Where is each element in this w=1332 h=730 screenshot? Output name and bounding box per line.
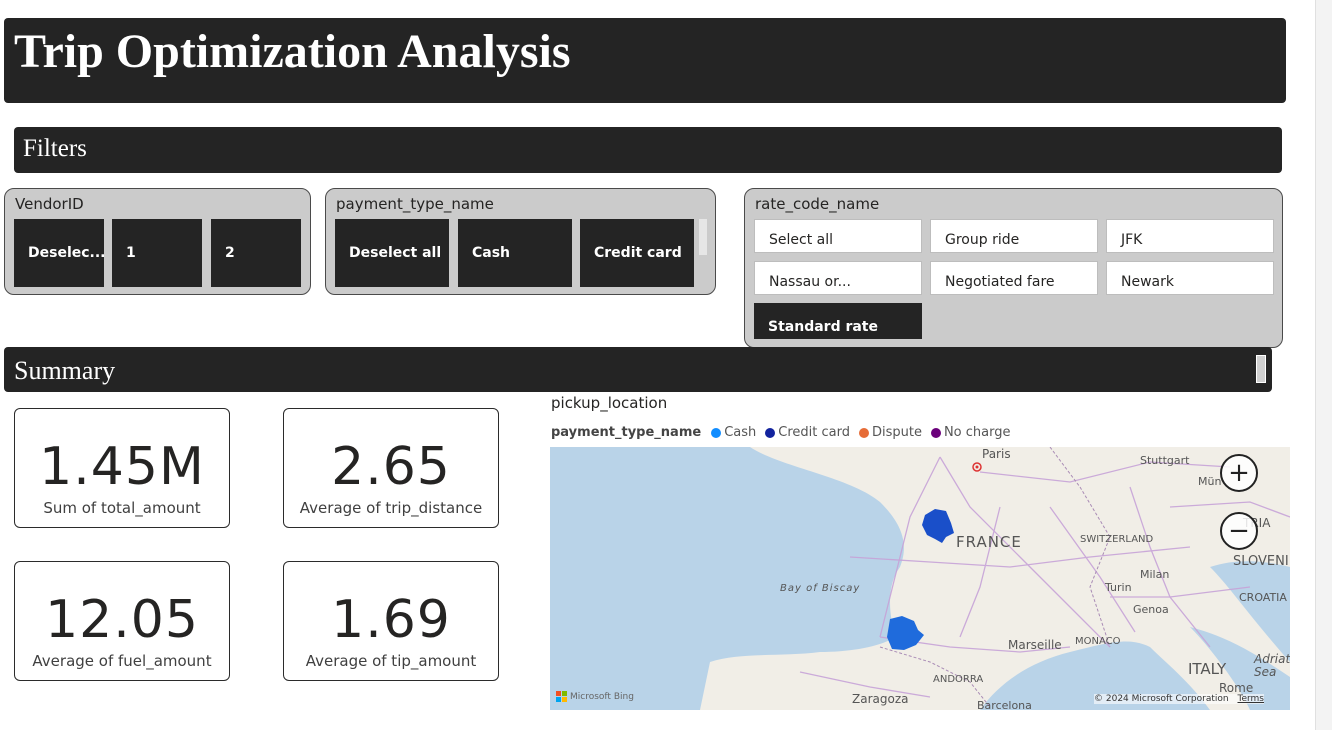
pickup-location-map[interactable]: Paris Stuttgart Mün FRANCE SWITZERLAND T…: [550, 447, 1290, 710]
vendor-slicer-title: VendorID: [15, 195, 84, 213]
payment-slicer-scrollbar[interactable]: [699, 219, 707, 255]
vendor-option-1[interactable]: 1: [112, 219, 202, 287]
kpi-label: Average of tip_amount: [305, 652, 477, 670]
map-label-marseille: Marseille: [1008, 638, 1062, 652]
report-title-banner: Trip Optimization Analysis: [4, 18, 1286, 103]
filters-heading: Filters: [23, 135, 87, 162]
map-label-croatia: CROATIA: [1239, 591, 1287, 604]
rate-option-newark[interactable]: Newark: [1106, 261, 1274, 295]
microsoft-logo-icon: [556, 691, 567, 702]
terms-link[interactable]: Terms: [1237, 694, 1264, 704]
map-title: pickup_location: [551, 394, 668, 412]
rate-option-negotiated-fare[interactable]: Negotiated fare: [930, 261, 1098, 295]
kpi-card-fuel-amount: 12.05 Average of fuel_amount: [14, 561, 230, 681]
map-label-france: FRANCE: [956, 533, 1022, 551]
map-label-milan: Milan: [1140, 568, 1170, 581]
payment-option-deselect-all[interactable]: Deselect all: [335, 219, 449, 287]
map-region-credit-card: [922, 509, 954, 543]
zoom-in-button[interactable]: +: [1220, 454, 1258, 492]
map-legend: payment_type_name Cash Credit card Dispu…: [551, 425, 1015, 440]
map-label-switzerland: SWITZERLAND: [1080, 534, 1154, 545]
minus-icon: −: [1228, 516, 1250, 546]
map-label-adriatic: Adriat Sea: [1254, 652, 1290, 679]
map-canvas: [550, 447, 1290, 710]
kpi-label: Average of fuel_amount: [32, 652, 212, 670]
bing-logo: Microsoft Bing: [556, 691, 634, 702]
map-attribution: © 2024 Microsoft Corporation Terms: [1094, 694, 1264, 704]
map-label-monaco: MONACO: [1075, 636, 1121, 647]
payment-type-slicer: payment_type_name Deselect all Cash Cred…: [325, 188, 716, 295]
map-label-bay-of-biscay: Bay of Biscay: [780, 583, 861, 594]
vendor-slicer: VendorID Deselec... 1 2: [4, 188, 311, 295]
legend-item-dispute[interactable]: Dispute: [858, 425, 922, 440]
map-label-stuttgart: Stuttgart: [1140, 454, 1190, 467]
legend-item-no-charge[interactable]: No charge: [930, 425, 1010, 440]
kpi-value: 2.65: [331, 437, 451, 497]
map-label-zaragoza: Zaragoza: [852, 692, 909, 706]
rate-option-jfk[interactable]: JFK: [1106, 219, 1274, 253]
rate-option-group-ride[interactable]: Group ride: [930, 219, 1098, 253]
map-label-paris: Paris: [982, 447, 1011, 461]
map-label-slovenia: SLOVENI: [1233, 554, 1289, 569]
kpi-card-tip-amount: 1.69 Average of tip_amount: [283, 561, 499, 681]
vendor-option-deselect-all[interactable]: Deselec...: [14, 219, 104, 287]
kpi-value: 1.69: [331, 590, 451, 650]
map-label-turin: Turin: [1105, 581, 1132, 594]
kpi-label: Average of trip_distance: [299, 499, 483, 517]
legend-dot-icon: [765, 427, 776, 438]
map-label-barcelona: Barcelona: [977, 699, 1032, 710]
payment-option-cash[interactable]: Cash: [458, 219, 572, 287]
legend-item-cash[interactable]: Cash: [711, 425, 756, 440]
map-label-munich: Mün: [1198, 475, 1222, 488]
legend-dot-icon: [930, 427, 941, 438]
rate-option-standard-rate[interactable]: Standard rate: [754, 303, 922, 339]
map-label-andorra: ANDORRA: [933, 674, 984, 685]
vendor-option-2[interactable]: 2: [211, 219, 301, 287]
rate-code-slicer: rate_code_name Select all Group ride JFK…: [744, 188, 1283, 348]
kpi-card-trip-distance: 2.65 Average of trip_distance: [283, 408, 499, 528]
legend-item-credit-card[interactable]: Credit card: [765, 425, 850, 440]
kpi-value: 12.05: [45, 590, 199, 650]
kpi-card-total-amount: 1.45M Sum of total_amount: [14, 408, 230, 528]
map-label-italy: ITALY: [1188, 660, 1227, 678]
kpi-value: 1.45M: [39, 437, 205, 497]
legend-title: payment_type_name: [551, 425, 702, 440]
summary-section-header: Summary: [4, 347, 1272, 392]
summary-heading: Summary: [14, 356, 116, 385]
zoom-out-button[interactable]: −: [1220, 512, 1258, 550]
payment-slicer-title: payment_type_name: [336, 195, 494, 213]
legend-dot-icon: [711, 427, 722, 438]
payment-option-credit-card[interactable]: Credit card: [580, 219, 694, 287]
plus-icon: +: [1228, 458, 1250, 488]
rate-slicer-title: rate_code_name: [755, 195, 880, 213]
map-label-genoa: Genoa: [1133, 603, 1169, 616]
rate-option-nassau[interactable]: Nassau or...: [754, 261, 922, 295]
map-label-rome: Rome: [1219, 681, 1254, 695]
report-title: Trip Optimization Analysis: [14, 25, 571, 78]
page-scrollbar[interactable]: [1315, 0, 1332, 730]
summary-scrollbar[interactable]: [1256, 355, 1266, 383]
rate-option-select-all[interactable]: Select all: [754, 219, 922, 253]
filters-section-header: Filters: [14, 127, 1282, 173]
legend-dot-icon: [858, 427, 869, 438]
kpi-label: Sum of total_amount: [43, 499, 201, 517]
map-region-cash: [887, 616, 924, 650]
